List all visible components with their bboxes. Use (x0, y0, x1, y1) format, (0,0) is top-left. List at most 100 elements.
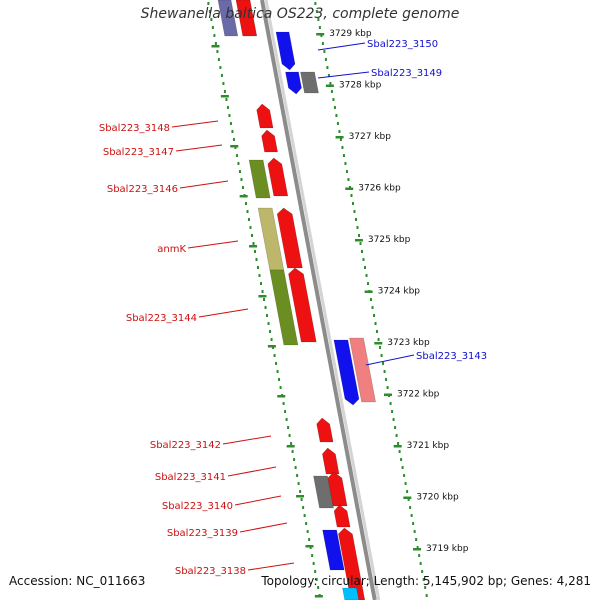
ruler-tick-left (267, 345, 276, 348)
ruler-dot-right (354, 218, 357, 221)
ruler-tick-left (230, 145, 239, 148)
ruler-dot-right (370, 298, 373, 301)
gene-leader-line (247, 562, 295, 571)
ruler-tick-left (277, 395, 286, 398)
gene-leader-line (179, 180, 229, 189)
ruler-tick-left (314, 595, 323, 598)
ruler-dot-right (329, 82, 332, 85)
gene-label[interactable]: Sbal223_3144 (126, 313, 197, 324)
kbp-tick (345, 187, 354, 190)
topology-text: Topology: circular; Length: 5,145,902 bp… (261, 574, 591, 588)
gene-label[interactable]: Sbal223_3143 (416, 351, 487, 362)
kbp-label: 3720 kbp (416, 493, 459, 503)
ruler-dot-left (279, 386, 282, 389)
ruler-dot-left (225, 98, 228, 101)
ruler-dot-left (312, 562, 315, 565)
ruler-dot-left (303, 514, 306, 517)
ruler-dot-right (418, 554, 421, 557)
gene-label[interactable]: Sbal223_3149 (371, 68, 442, 79)
gene-label[interactable]: Sbal223_3139 (167, 528, 238, 539)
feature-sbal223-3148 (256, 103, 274, 129)
ruler-dot-left (247, 218, 250, 221)
ruler-dot-left (235, 154, 238, 157)
ruler-dot-right (398, 450, 401, 453)
ruler-dot-right (314, 2, 317, 5)
kbp-tick (393, 445, 402, 448)
ruler-dot-right (424, 586, 427, 589)
ruler-dot-right (365, 274, 368, 277)
feature-sbal223-3143 (333, 339, 360, 406)
ruler-dot-left (226, 106, 229, 109)
ruler-dot-right (327, 74, 330, 77)
ruler-dot-right (336, 122, 339, 125)
map-title: Shewanella baltica OS223, complete genom… (140, 6, 460, 22)
ruler-dot-right (321, 42, 324, 45)
ruler-dot-right (404, 482, 407, 485)
ruler-dot-left (214, 42, 217, 45)
ruler-dot-left (275, 362, 278, 365)
gene-label[interactable]: Sbal223_3140 (162, 501, 233, 512)
feature-top-red (235, 0, 258, 37)
ruler-dot-left (296, 474, 299, 477)
ruler-dot-right (324, 58, 327, 61)
ruler-dot-left (257, 266, 260, 269)
gene-label[interactable]: Sbal223_3141 (155, 472, 226, 483)
ruler-dot-right (350, 194, 353, 197)
feature-top-slate (217, 0, 239, 37)
ruler-dot-right (377, 338, 380, 341)
ruler-dot-left (278, 378, 281, 381)
ruler-dot-left (306, 530, 309, 533)
ruler-dot-right (356, 226, 359, 229)
ruler-dot-left (250, 234, 253, 237)
ruler-dot-left (260, 282, 263, 285)
ruler-dot-right (353, 210, 356, 213)
gene-label[interactable]: Sbal223_3146 (107, 184, 178, 195)
ruler-dot-left (232, 138, 235, 141)
feature-sbal223-3147 (261, 129, 278, 153)
ruler-dot-right (407, 498, 410, 501)
kbp-label: 3724 kbp (378, 287, 421, 297)
ruler-dot-left (264, 306, 267, 309)
ruler-dot-right (339, 138, 342, 141)
gene-label[interactable]: Sbal223_3148 (99, 123, 170, 134)
ruler-dot-left (302, 506, 305, 509)
feature-gray-left (313, 475, 334, 509)
gene-label[interactable]: Sbal223_3147 (103, 147, 174, 158)
ruler-dot-left (269, 330, 272, 333)
ruler-dot-left (299, 490, 302, 493)
ruler-dot-right (333, 106, 336, 109)
feature-sbal223-3146-olive (248, 159, 271, 199)
ruler-dot-left (311, 554, 314, 557)
kbp-tick (316, 33, 325, 36)
ruler-layer (207, 2, 428, 598)
ruler-dot-left (287, 426, 290, 429)
feature-sbal223-3141 (322, 447, 340, 475)
ruler-dot-left (210, 18, 213, 21)
ruler-dot-right (335, 114, 338, 117)
ruler-dot-left (266, 314, 269, 317)
kbp-label: 3727 kbp (349, 132, 392, 142)
ruler-dot-right (351, 202, 354, 205)
gene-label[interactable]: Sbal223_3138 (175, 566, 246, 577)
ruler-dot-right (403, 474, 406, 477)
feature-sbal223-3140 (327, 471, 348, 507)
ruler-dot-right (392, 418, 395, 421)
ruler-dot-left (285, 418, 288, 421)
gene-label[interactable]: Sbal223_3142 (150, 440, 221, 451)
ruler-tick-left (305, 545, 314, 548)
ruler-dot-right (409, 506, 412, 509)
ruler-dot-right (332, 98, 335, 101)
ruler-dot-left (241, 186, 244, 189)
gene-label[interactable]: Sbal223_3150 (367, 39, 438, 50)
ruler-dot-right (419, 562, 422, 565)
feature-anmk (276, 207, 303, 269)
gene-label[interactable]: anmK (157, 244, 186, 255)
ruler-dot-left (282, 402, 285, 405)
ruler-dot-left (315, 578, 318, 581)
feature-blue-left (322, 529, 345, 571)
ruler-dot-left (293, 458, 296, 461)
ruler-dot-right (357, 234, 360, 237)
ruler-tick-left (239, 195, 248, 198)
ruler-dot-left (261, 290, 264, 293)
